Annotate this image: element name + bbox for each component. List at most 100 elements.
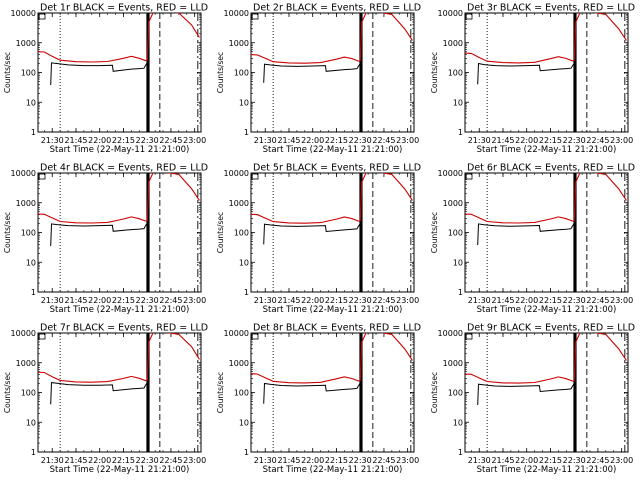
x-tick-label: 22:30 [136,296,159,305]
panel-title: Det 3r BLACK = Events, RED = LLD [467,3,635,14]
y-tick-label: 1 [31,128,36,137]
corner-marker [38,13,46,20]
x-tick-label: 22:45 [159,296,182,305]
y-tick-label: 10 [26,418,36,427]
x-tick-label: 22:30 [563,296,586,305]
y-tick-label: 10 [239,98,249,107]
y-axis-label: Counts/sec [216,52,225,93]
y-tick-label: 1000 [229,199,249,208]
y-tick-label: 1 [31,288,36,297]
x-tick-label: 22:30 [349,136,372,145]
y-tick-label: 10000 [11,169,36,178]
y-tick-label: 1000 [443,199,463,208]
y-tick-label: 100 [234,69,249,78]
lld-series-line [38,333,200,383]
y-tick-label: 10000 [438,9,463,18]
y-tick-label: 100 [234,389,249,398]
x-tick-label: 21:30 [254,296,277,305]
x-tick-label: 23:00 [610,456,633,465]
y-tick-label: 1 [31,448,36,457]
events-series-line [263,174,363,245]
y-tick-label: 1 [458,128,463,137]
x-tick-label: 22:15 [112,296,135,305]
y-tick-label: 10 [26,258,36,267]
corner-marker [465,173,473,180]
x-axis-label: Start Time (22-May-11 21:21:00) [477,145,617,155]
x-tick-label: 22:00 [88,136,111,145]
x-tick-label: 22:15 [112,136,135,145]
events-series-line [477,14,577,85]
corner-marker [251,333,259,340]
x-axis-label: Start Time (22-May-11 21:21:00) [477,465,617,475]
detector-panel: Det 3r BLACK = Events, RED = LLD 1 10 100 10… [430,3,635,156]
x-axis-label: Start Time (22-May-11 21:21:00) [50,305,190,315]
y-axis-label: Counts/sec [216,212,225,253]
corner-marker [38,333,46,340]
detector-panel: Det 4r BLACK = Events, RED = LLD 1 10 100 10… [3,163,208,316]
y-axis-label: Counts/sec [430,372,439,413]
corner-marker [251,13,259,20]
x-tick-label: 21:45 [491,296,514,305]
x-tick-label: 21:30 [468,456,491,465]
x-tick-label: 23:00 [396,136,419,145]
x-tick-label: 23:00 [183,296,206,305]
x-tick-label: 22:15 [539,456,562,465]
y-axis-label: Counts/sec [3,372,12,413]
x-tick-label: 23:00 [610,296,633,305]
panel-title: Det 5r BLACK = Events, RED = LLD [253,163,421,174]
y-tick-label: 10 [453,258,463,267]
x-tick-label: 21:45 [64,456,87,465]
x-tick-label: 23:00 [396,456,419,465]
x-tick-label: 22:45 [159,456,182,465]
x-tick-label: 22:00 [515,136,538,145]
plot-frame [37,172,202,293]
y-tick-label: 1000 [16,39,36,48]
x-tick-label: 22:15 [539,296,562,305]
lld-series-line [38,13,200,63]
plot-frame [250,12,415,133]
y-tick-label: 10 [239,418,249,427]
events-series-line [50,174,150,247]
y-tick-label: 1 [244,448,249,457]
y-tick-label: 10000 [11,9,36,18]
x-tick-label: 21:45 [491,136,514,145]
panel-title: Det 4r BLACK = Events, RED = LLD [40,163,208,174]
x-axis-label: Start Time (22-May-11 21:21:00) [263,305,403,315]
x-tick-label: 21:30 [254,136,277,145]
events-series-line [263,334,363,404]
y-tick-label: 1000 [443,39,463,48]
x-tick-label: 22:30 [563,136,586,145]
x-tick-label: 22:30 [136,456,159,465]
detector-panel: Det 9r BLACK = Events, RED = LLD 1 10 100 10… [430,323,635,476]
x-tick-label: 21:45 [277,456,300,465]
x-tick-label: 21:30 [468,136,491,145]
x-tick-label: 22:15 [325,136,348,145]
y-tick-label: 100 [234,229,249,238]
x-axis-label: Start Time (22-May-11 21:21:00) [263,145,403,155]
y-tick-label: 1 [458,288,463,297]
y-tick-label: 1000 [229,359,249,368]
x-tick-label: 23:00 [183,456,206,465]
lld-series-line [251,173,413,224]
y-tick-label: 100 [448,229,463,238]
y-axis-label: Counts/sec [216,372,225,413]
y-tick-label: 100 [21,389,36,398]
x-tick-label: 22:30 [349,296,372,305]
x-tick-label: 22:00 [515,456,538,465]
x-tick-label: 22:30 [563,456,586,465]
y-tick-label: 10000 [224,329,249,338]
x-tick-label: 21:30 [468,296,491,305]
plot-frame [250,172,415,293]
x-tick-label: 22:30 [136,136,159,145]
x-tick-label: 22:00 [88,296,111,305]
x-axis-label: Start Time (22-May-11 21:21:00) [263,465,403,475]
y-tick-label: 100 [448,69,463,78]
x-tick-label: 22:45 [372,296,395,305]
lld-series-line [38,173,200,224]
panel-title: Det 8r BLACK = Events, RED = LLD [253,323,421,334]
events-series-line [477,174,577,246]
lld-series-line [465,13,627,64]
x-axis-label: Start Time (22-May-11 21:21:00) [50,145,190,155]
